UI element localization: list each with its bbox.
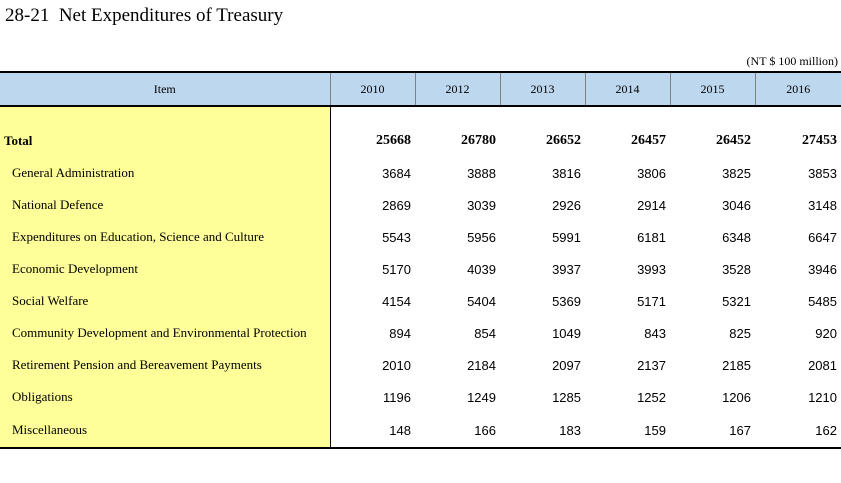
cell-value: 920	[815, 325, 837, 341]
cell-value: 843	[644, 325, 666, 341]
cell-value: 167	[670, 413, 755, 449]
cell-value: 3684	[382, 165, 411, 181]
cell-value: 825	[729, 325, 751, 341]
spacer-cell	[0, 106, 331, 125]
cell-value: 4039	[467, 261, 496, 277]
cell-value: 1206	[722, 389, 751, 405]
cell-value: 3148	[808, 197, 837, 213]
cell-value: 3937	[552, 261, 581, 277]
cell-value: 2185	[722, 357, 751, 373]
cell-value: 159	[585, 413, 670, 449]
table-row: Expenditures on Education, Science and C…	[0, 221, 841, 253]
cell-value: 162	[755, 413, 841, 449]
cell-value: 26452	[716, 133, 751, 148]
cell-value: 854	[474, 325, 496, 341]
cell-value: 3046	[722, 197, 751, 213]
column-header-year: 2010	[329, 71, 415, 107]
cell-value: 3993	[637, 261, 666, 277]
cell-value: 5485	[808, 293, 837, 309]
cell-value: 26780	[461, 133, 496, 148]
table-row: General Administration 3684 3888 3816 38…	[0, 157, 841, 189]
row-label: Economic Development	[0, 253, 331, 285]
cell-value: 148	[330, 413, 415, 449]
row-label: Expenditures on Education, Science and C…	[0, 221, 331, 253]
page-title: 28-21 Net Expenditures of Treasury	[5, 5, 284, 26]
row-label: National Defence	[0, 189, 331, 221]
cell-value: 3888	[467, 165, 496, 181]
cell-value: 1196	[383, 389, 411, 405]
cell-value: 5321	[722, 293, 751, 309]
cell-value: 5991	[552, 229, 581, 245]
row-label: Obligations	[0, 381, 331, 413]
column-header-year: 2015	[669, 71, 755, 107]
cell-value: 3825	[722, 165, 751, 181]
table-row: Miscellaneous 148 166 183 159 167 162	[0, 413, 841, 449]
cell-value: 2926	[552, 197, 581, 213]
row-label: Community Development and Environmental …	[0, 317, 331, 349]
cell-value: 166	[415, 413, 500, 449]
spacer-cell	[330, 106, 841, 125]
row-label: General Administration	[0, 157, 331, 189]
cell-value: 5369	[552, 293, 581, 309]
cell-value: 6647	[808, 229, 837, 245]
cell-value: 3528	[722, 261, 751, 277]
cell-value: 3816	[552, 165, 581, 181]
header-row: Item 2010 2012 2013 2014 2015 2016	[0, 71, 841, 107]
cell-value: 3039	[467, 197, 496, 213]
row-label: Total	[0, 125, 331, 157]
cell-value: 1252	[637, 389, 666, 405]
cell-value: 27453	[802, 133, 837, 148]
column-header-year: 2012	[414, 71, 500, 107]
cell-value: 3806	[637, 165, 666, 181]
cell-value: 6181	[637, 229, 666, 245]
cell-value: 5171	[637, 293, 666, 309]
cell-value: 6348	[722, 229, 751, 245]
cell-value: 2010	[382, 357, 411, 373]
cell-value: 5170	[382, 261, 411, 277]
column-header-year: 2016	[754, 71, 841, 107]
cell-value: 2869	[382, 197, 411, 213]
cell-value: 1049	[552, 325, 581, 341]
cell-value: 5404	[467, 293, 496, 309]
table-row: Community Development and Environmental …	[0, 317, 841, 349]
unit-note: (NT $ 100 million)	[746, 54, 838, 68]
table-row: Retirement Pension and Bereavement Payme…	[0, 349, 841, 381]
column-header-item: Item	[0, 71, 330, 107]
cell-value: 3946	[808, 261, 837, 277]
cell-value: 26457	[631, 133, 666, 148]
expenditures-table: Item 2010 2012 2013 2014 2015 2016 Total…	[0, 71, 841, 449]
row-label: Retirement Pension and Bereavement Payme…	[0, 349, 331, 381]
spacer-row	[0, 106, 841, 125]
total-row: Total 25668 26780 26652 26457 26452 2745…	[0, 125, 841, 157]
cell-value: 183	[500, 413, 585, 449]
cell-value: 26652	[546, 133, 581, 148]
cell-value: 5543	[382, 229, 411, 245]
table-row: National Defence 2869 3039 2926 2914 304…	[0, 189, 841, 221]
cell-value: 894	[389, 325, 411, 341]
row-label: Miscellaneous	[0, 413, 331, 449]
cell-value: 25668	[376, 133, 411, 148]
column-header-year: 2014	[584, 71, 670, 107]
cell-value: 3853	[808, 165, 837, 181]
table-row: Economic Development 5170 4039 3937 3993…	[0, 253, 841, 285]
cell-value: 4154	[382, 293, 411, 309]
cell-value: 2097	[552, 357, 581, 373]
cell-value: 5956	[467, 229, 496, 245]
cell-value: 2914	[637, 197, 666, 213]
table-row: Social Welfare 4154 5404 5369 5171 5321 …	[0, 285, 841, 317]
cell-value: 1210	[808, 389, 837, 405]
cell-value: 2081	[808, 357, 837, 373]
cell-value: 2184	[467, 357, 496, 373]
cell-value: 1285	[552, 389, 581, 405]
cell-value: 2137	[637, 357, 666, 373]
cell-value: 1249	[467, 389, 496, 405]
column-header-year: 2013	[499, 71, 585, 107]
table-row: Obligations 1196 1249 1285 1252 1206 121…	[0, 381, 841, 413]
row-label: Social Welfare	[0, 285, 331, 317]
